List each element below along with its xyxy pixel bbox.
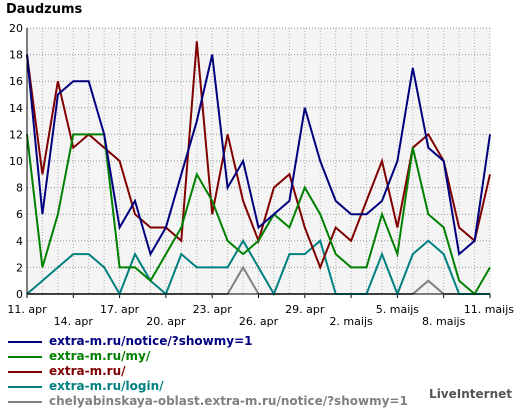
y-tick-label: 12 xyxy=(9,128,23,141)
legend-swatch xyxy=(8,371,42,373)
x-tick-label: 20. apr xyxy=(146,315,186,328)
y-tick-label: 2 xyxy=(16,261,23,274)
x-tick-label: 23. apr xyxy=(193,303,233,316)
legend-swatch xyxy=(8,401,42,403)
legend-label: extra-m.ru/login/ xyxy=(49,379,164,393)
x-tick-label: 11. apr xyxy=(7,303,47,316)
liveinternet-credit: LiveInternet xyxy=(429,387,512,401)
y-tick-label: 4 xyxy=(16,235,23,248)
legend-label: extra-m.ru/ xyxy=(49,364,126,378)
x-tick-label: 2. maijs xyxy=(329,315,373,328)
y-tick-label: 14 xyxy=(9,102,23,115)
y-tick-label: 16 xyxy=(9,75,23,88)
x-tick-label: 17. apr xyxy=(100,303,140,316)
y-tick-label: 18 xyxy=(9,49,23,62)
legend-item: extra-m.ru/ xyxy=(6,364,514,379)
y-tick-label: 0 xyxy=(16,288,23,301)
x-tick-label: 14. apr xyxy=(54,315,94,328)
legend-label: extra-m.ru/notice/?showmy=1 xyxy=(49,334,253,348)
legend-label: chelyabinskaya-oblast.extra-m.ru/notice/… xyxy=(49,394,408,408)
x-tick-label: 8. maijs xyxy=(422,315,466,328)
legend-swatch xyxy=(8,356,42,358)
y-tick-label: 10 xyxy=(9,155,23,168)
legend-item: extra-m.ru/login/ xyxy=(6,379,514,394)
x-tick-label: 11. maijs xyxy=(464,303,515,316)
y-tick-label: 8 xyxy=(16,182,23,195)
x-tick-label: 29. apr xyxy=(285,303,325,316)
x-tick-label: 5. maijs xyxy=(376,303,420,316)
y-tick-label: 20 xyxy=(9,22,23,35)
series-line xyxy=(26,54,491,257)
series-line xyxy=(26,238,490,297)
chart-title: Daudzums xyxy=(6,2,83,17)
legend-swatch xyxy=(8,386,42,388)
legend-item: extra-m.ru/my/ xyxy=(6,349,514,364)
legend-swatch xyxy=(8,341,42,343)
x-tick-label: 26. apr xyxy=(239,315,279,328)
legend-item: extra-m.ru/notice/?showmy=1 xyxy=(6,334,514,349)
y-tick-label: 6 xyxy=(16,208,23,221)
legend-label: extra-m.ru/my/ xyxy=(49,349,151,363)
